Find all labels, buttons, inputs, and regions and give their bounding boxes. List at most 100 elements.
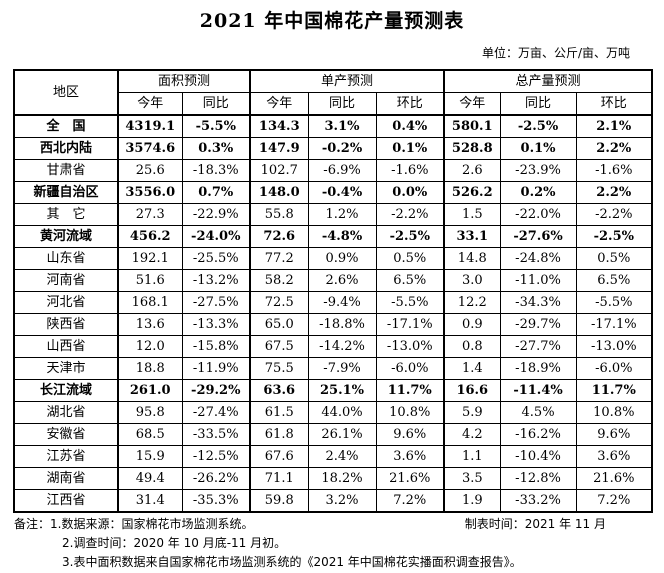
header-group-area: 面积预测	[117, 69, 252, 93]
value-cell: 44.0%	[307, 401, 377, 424]
notes: 备注：1.数据来源：国家棉花市场监测系统。 制表时间：2021 年 11 月 2…	[14, 515, 654, 572]
region-cell: 山西省	[13, 335, 119, 358]
region-cell: 陕西省	[13, 313, 119, 336]
value-cell: -22.9%	[181, 203, 252, 226]
value-cell: 580.1	[443, 114, 501, 138]
table-row: 甘肃省 25.6 -18.3% 102.7 -6.9% -1.6% 2.6 -23.9% -1.…	[13, 159, 653, 182]
value-cell: -12.5%	[181, 445, 252, 468]
value-cell: -26.2%	[181, 467, 252, 490]
header-row-groups: 地区 面积预测 单产预测 总产量预测	[13, 69, 653, 116]
table-row: 长江流域 261.0 -29.2% 63.6 25.1% 11.7% 16.6 -11.4% 1…	[13, 379, 653, 402]
value-cell: -13.0%	[375, 335, 446, 358]
cotton-forecast-table: 地区 面积预测 单产预测 总产量预测 今年 同比 今年 同比 环比 今年 同比 …	[13, 69, 654, 513]
value-cell: 1.2%	[307, 203, 377, 226]
value-cell: 72.6	[249, 225, 309, 248]
value-cell: 55.8	[249, 203, 309, 226]
value-cell: -13.0%	[575, 335, 653, 358]
made-date: 制表时间：2021 年 11 月	[464, 517, 606, 531]
table-row: 新疆自治区 3556.0 0.7% 148.0 -0.4% 0.0% 526.2 0.2% 2.…	[13, 181, 653, 204]
value-cell: 192.1	[117, 247, 183, 270]
value-cell: 12.0	[117, 335, 183, 358]
note-line-1: 备注：1.数据来源：国家棉花市场监测系统。	[14, 517, 254, 531]
value-cell: 0.4%	[375, 114, 446, 138]
header-group-yield: 单产预测	[249, 69, 446, 93]
header-sub: 环比	[575, 92, 653, 116]
region-cell: 甘肃省	[13, 159, 119, 182]
value-cell: -11.4%	[499, 379, 577, 402]
header-sub: 今年	[249, 92, 309, 116]
region-cell: 江苏省	[13, 445, 119, 468]
region-cell: 其 它	[13, 203, 119, 226]
value-cell: -9.4%	[307, 291, 377, 314]
region-cell: 长江流域	[13, 379, 119, 402]
table-row: 陕西省 13.6 -13.3% 65.0 -18.8% -17.1% 0.9 -29.7% -1…	[13, 313, 653, 336]
value-cell: 65.0	[249, 313, 309, 336]
table-row: 湖北省 95.8 -27.4% 61.5 44.0% 10.8% 5.9 4.5% 10.8%	[13, 401, 653, 424]
table-row: 山西省 12.0 -15.8% 67.5 -14.2% -13.0% 0.8 -27.7% -1…	[13, 335, 653, 358]
value-cell: 7.2%	[375, 489, 446, 513]
value-cell: 4.2	[443, 423, 501, 446]
value-cell: 3556.0	[117, 181, 183, 204]
table-row: 山东省 192.1 -25.5% 77.2 0.9% 0.5% 14.8 -24.8% 0.5%	[13, 247, 653, 270]
value-cell: 68.5	[117, 423, 183, 446]
value-cell: -23.9%	[499, 159, 577, 182]
value-cell: 25.6	[117, 159, 183, 182]
page-title: 2021 年中国棉花产量预测表	[199, 10, 465, 32]
value-cell: -25.5%	[181, 247, 252, 270]
value-cell: -18.3%	[181, 159, 252, 182]
value-cell: -13.2%	[181, 269, 252, 292]
value-cell: 1.9	[443, 489, 501, 513]
value-cell: -29.7%	[499, 313, 577, 336]
value-cell: -5.5%	[181, 114, 252, 138]
header-sub: 同比	[499, 92, 577, 116]
table-row: 河南省 51.6 -13.2% 58.2 2.6% 6.5% 3.0 -11.0% 6.5%	[13, 269, 653, 292]
value-cell: 3.0	[443, 269, 501, 292]
value-cell: 14.8	[443, 247, 501, 270]
value-cell: 9.6%	[575, 423, 653, 446]
value-cell: 0.9	[443, 313, 501, 336]
table-row: 江苏省 15.9 -12.5% 67.6 2.4% 3.6% 1.1 -10.4% 3.6%	[13, 445, 653, 468]
value-cell: 0.0%	[375, 181, 446, 204]
value-cell: 72.5	[249, 291, 309, 314]
value-cell: 528.8	[443, 137, 501, 160]
value-cell: -2.2%	[375, 203, 446, 226]
value-cell: 3574.6	[117, 137, 183, 160]
value-cell: -1.6%	[375, 159, 446, 182]
value-cell: 77.2	[249, 247, 309, 270]
value-cell: 4.5%	[499, 401, 577, 424]
value-cell: 7.2%	[575, 489, 653, 513]
value-cell: -16.2%	[499, 423, 577, 446]
value-cell: 0.8	[443, 335, 501, 358]
value-cell: -2.2%	[575, 203, 653, 226]
value-cell: 61.8	[249, 423, 309, 446]
region-cell: 湖北省	[13, 401, 119, 424]
value-cell: 2.2%	[575, 137, 653, 160]
header-sub: 今年	[117, 92, 183, 116]
value-cell: -17.1%	[375, 313, 446, 336]
value-cell: 75.5	[249, 357, 309, 380]
value-cell: 0.3%	[181, 137, 252, 160]
value-cell: 0.7%	[181, 181, 252, 204]
value-cell: 1.1	[443, 445, 501, 468]
value-cell: -0.2%	[307, 137, 377, 160]
table-row: 黄河流域 456.2 -24.0% 72.6 -4.8% -2.5% 33.1 -27.6% -…	[13, 225, 653, 248]
value-cell: -18.8%	[307, 313, 377, 336]
value-cell: 71.1	[249, 467, 309, 490]
table-row: 安徽省 68.5 -33.5% 61.8 26.1% 9.6% 4.2 -16.2% 9.6%	[13, 423, 653, 446]
value-cell: 10.8%	[375, 401, 446, 424]
value-cell: 102.7	[249, 159, 309, 182]
value-cell: 63.6	[249, 379, 309, 402]
value-cell: 2.1%	[575, 114, 653, 138]
region-cell: 天津市	[13, 357, 119, 380]
header-sub: 环比	[375, 92, 446, 116]
value-cell: -14.2%	[307, 335, 377, 358]
value-cell: -35.3%	[181, 489, 252, 513]
value-cell: -13.3%	[181, 313, 252, 336]
value-cell: -27.7%	[499, 335, 577, 358]
header-region: 地区	[13, 69, 119, 116]
region-cell: 河北省	[13, 291, 119, 314]
value-cell: 31.4	[117, 489, 183, 513]
value-cell: 134.3	[249, 114, 309, 138]
value-cell: 168.1	[117, 291, 183, 314]
